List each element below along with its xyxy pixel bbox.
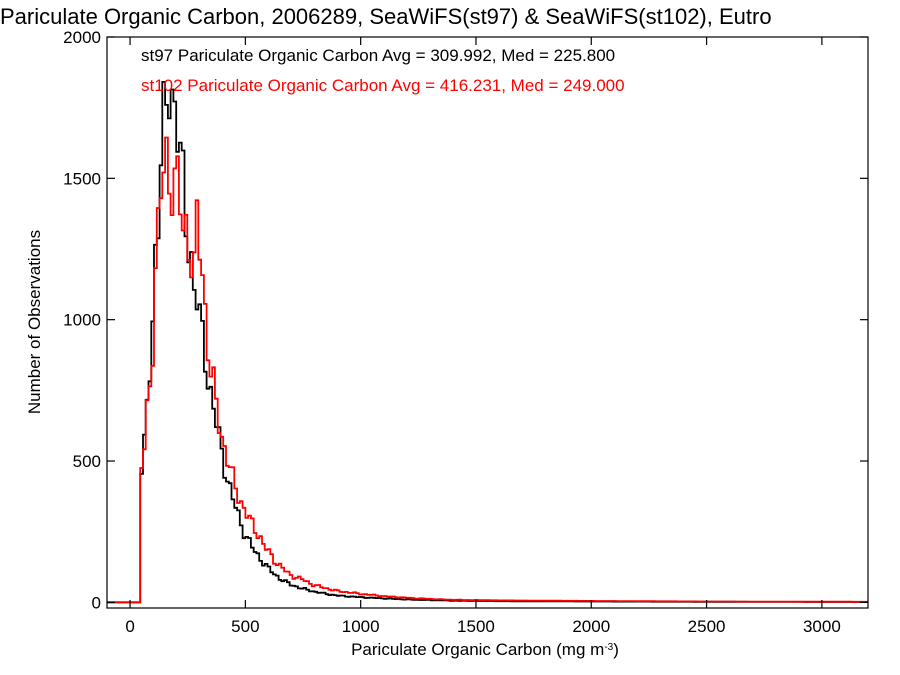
- x-tick-label: 0: [125, 617, 134, 636]
- y-tick-label: 1500: [63, 169, 101, 188]
- x-tick-label: 2500: [688, 617, 726, 636]
- legend-entry-st102: st102 Pariculate Organic Carbon Avg = 41…: [141, 76, 625, 95]
- y-axis-label: Number of Observations: [25, 230, 44, 414]
- y-tick-label: 0: [92, 593, 101, 612]
- chart-title: Pariculate Organic Carbon, 2006289, SeaW…: [0, 4, 772, 29]
- x-tick-label: 2000: [572, 617, 610, 636]
- plot-frame: [106, 36, 869, 609]
- series-st97-line: [107, 81, 868, 604]
- x-tick-label: 1500: [457, 617, 495, 636]
- y-tick-label: 2000: [63, 28, 101, 47]
- legend-entry-st97: st97 Pariculate Organic Carbon Avg = 309…: [141, 46, 615, 65]
- x-axis-label: Pariculate Organic Carbon (mg m-3): [351, 640, 619, 659]
- series-st102-line: [107, 136, 868, 604]
- y-tick-label: 1000: [63, 311, 101, 330]
- x-tick-label: 3000: [803, 617, 841, 636]
- x-tick-label: 500: [231, 617, 259, 636]
- x-tick-label: 1000: [342, 617, 380, 636]
- y-tick-label: 500: [73, 452, 101, 471]
